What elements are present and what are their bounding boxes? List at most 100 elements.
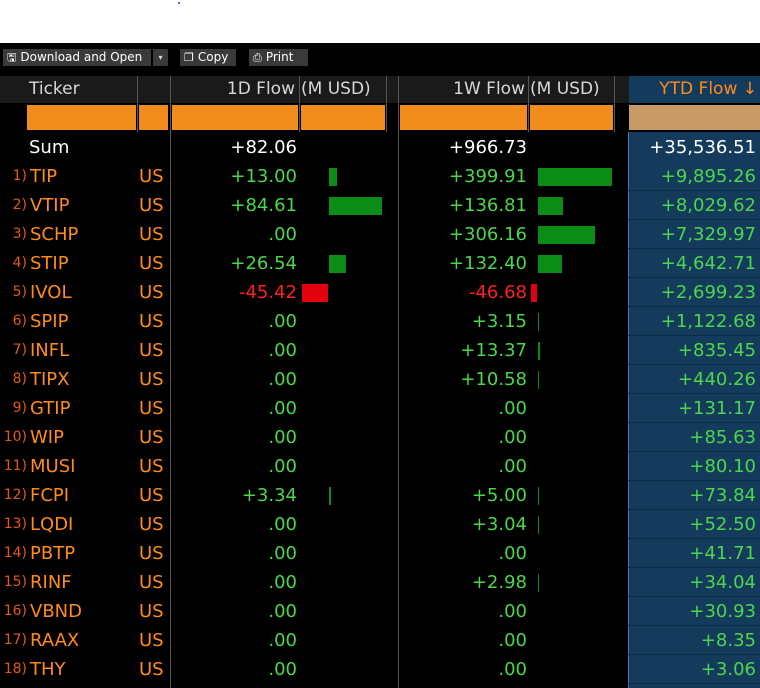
filter-1w-bar[interactable] <box>530 105 613 130</box>
row-divider <box>628 422 760 423</box>
flow-1d-cell: -45.42 <box>238 282 297 303</box>
ytd-flow-cell: +8.35 <box>700 630 756 651</box>
table-row[interactable]: 9) GTIP US .00 .00 +131.17 <box>0 394 760 423</box>
download-open-button[interactable]: 🖫 Download and Open <box>3 49 151 66</box>
flow-1w-bar <box>538 371 539 389</box>
table-row[interactable]: 15) RINF US .00 +2.98 +34.04 <box>0 568 760 597</box>
flow-1w-bar <box>531 284 538 302</box>
flow-1d-cell: .00 <box>268 630 297 651</box>
filter-ticker[interactable] <box>27 105 136 130</box>
sum-row: Sum +82.06 +966.73 +35,536.51 <box>0 133 760 162</box>
table-row[interactable]: 1) TIP US +13.00 +399.91 +9,895.26 <box>0 162 760 191</box>
row-number: 11) <box>3 458 27 474</box>
filter-country[interactable] <box>139 105 168 130</box>
header-ytd-flow[interactable]: YTD Flow ↓ <box>629 76 760 103</box>
column-separator <box>386 76 387 132</box>
row-divider <box>628 306 760 307</box>
country-cell: US <box>139 514 164 535</box>
sum-1w: +966.73 <box>448 137 527 158</box>
row-number: 8) <box>12 371 27 387</box>
header-1w-flow[interactable]: 1W Flow <box>453 79 525 99</box>
download-dropdown-button[interactable]: ▾ <box>153 49 168 66</box>
table-row[interactable]: 10) WIP US .00 .00 +85.63 <box>0 423 760 452</box>
row-divider <box>628 248 760 249</box>
flow-1w-cell: .00 <box>498 630 527 651</box>
table-row[interactable]: 14) PBTP US .00 .00 +41.71 <box>0 539 760 568</box>
filter-ytd-flow[interactable] <box>629 105 760 130</box>
ytd-flow-cell: +34.04 <box>689 572 756 593</box>
row-number: 15) <box>3 574 27 590</box>
flow-1d-cell: .00 <box>268 572 297 593</box>
table-row[interactable]: 6) SPIP US .00 +3.15 +1,122.68 <box>0 307 760 336</box>
ytd-flow-cell: +41.71 <box>689 543 756 564</box>
row-divider <box>628 364 760 365</box>
filter-1d-flow[interactable] <box>172 105 298 130</box>
table-row[interactable]: 3) SCHP US .00 +306.16 +7,329.97 <box>0 220 760 249</box>
flow-1w-cell: .00 <box>498 398 527 419</box>
table-row[interactable]: 18) THY US .00 .00 +3.06 <box>0 655 760 684</box>
flow-1d-cell: .00 <box>268 543 297 564</box>
table-row[interactable]: 8) TIPX US .00 +10.58 +440.26 <box>0 365 760 394</box>
flow-1w-cell: +132.40 <box>448 253 527 274</box>
table-row[interactable]: 13) LQDI US .00 +3.04 +52.50 <box>0 510 760 539</box>
filter-1w-flow[interactable] <box>400 105 527 130</box>
flow-1w-cell: +5.00 <box>471 485 527 506</box>
flow-1w-bar <box>538 313 539 331</box>
row-divider <box>628 567 760 568</box>
flow-1w-cell: +10.58 <box>460 369 527 390</box>
column-separator <box>299 76 300 132</box>
country-cell: US <box>139 398 164 419</box>
flow-1w-cell: +3.04 <box>471 514 527 535</box>
flow-1w-bar <box>538 342 541 360</box>
table-row[interactable]: 2) VTIP US +84.61 +136.81 +8,029.62 <box>0 191 760 220</box>
flow-1w-cell: +136.81 <box>448 195 527 216</box>
column-separator <box>398 76 399 688</box>
row-divider <box>628 683 760 684</box>
header-1d-flow[interactable]: 1D Flow <box>226 79 295 99</box>
row-number: 3) <box>12 226 27 242</box>
table-row[interactable]: 17) RAAX US .00 .00 +8.35 <box>0 626 760 655</box>
flow-1w-cell: +13.37 <box>460 340 527 361</box>
ticker-cell: LQDI <box>30 514 74 535</box>
copy-icon: ❐ <box>184 51 194 64</box>
table-row[interactable]: 7) INFL US .00 +13.37 +835.45 <box>0 336 760 365</box>
copy-button[interactable]: ❐ Copy <box>180 49 236 66</box>
flow-1w-cell: .00 <box>498 659 527 680</box>
row-number: 2) <box>12 197 27 213</box>
table-row[interactable]: 12) FCPI US +3.34 +5.00 +73.84 <box>0 481 760 510</box>
flow-1w-cell: .00 <box>498 543 527 564</box>
ticker-cell: SCHP <box>30 224 79 245</box>
row-number: 4) <box>12 255 27 271</box>
flow-1d-cell: .00 <box>268 224 297 245</box>
table-row[interactable]: 5) IVOL US -45.42 -46.68 +2,699.23 <box>0 278 760 307</box>
row-divider <box>628 654 760 655</box>
table-row[interactable]: 4) STIP US +26.54 +132.40 +4,642.71 <box>0 249 760 278</box>
header-ticker[interactable]: Ticker <box>29 79 80 99</box>
column-separator <box>137 76 138 132</box>
country-cell: US <box>139 282 164 303</box>
table-row[interactable]: 16) VBND US .00 .00 +30.93 <box>0 597 760 626</box>
country-cell: US <box>139 601 164 622</box>
row-number: 10) <box>3 429 27 445</box>
row-divider <box>628 335 760 336</box>
ytd-flow-cell: +4,642.71 <box>660 253 756 274</box>
flow-1d-cell: .00 <box>268 340 297 361</box>
flow-1d-bar <box>329 168 338 186</box>
country-cell: US <box>139 543 164 564</box>
row-number: 14) <box>3 545 27 561</box>
ticker-cell: RINF <box>30 572 72 593</box>
row-number: 7) <box>12 342 27 358</box>
table-row[interactable]: 11) MUSI US .00 .00 +80.10 <box>0 452 760 481</box>
flow-1w-cell: +306.16 <box>448 224 527 245</box>
column-separator <box>614 76 615 132</box>
ticker-cell: FCPI <box>30 485 70 506</box>
filter-1d-bar[interactable] <box>301 105 385 130</box>
flow-1d-bar <box>329 487 332 505</box>
print-button[interactable]: ⎙ Print <box>249 49 308 66</box>
row-number: 5) <box>12 284 27 300</box>
flow-1d-cell: +26.54 <box>230 253 297 274</box>
row-number: 13) <box>3 516 27 532</box>
flow-1d-cell: .00 <box>268 659 297 680</box>
country-cell: US <box>139 166 164 187</box>
ytd-flow-cell: +85.63 <box>689 427 756 448</box>
